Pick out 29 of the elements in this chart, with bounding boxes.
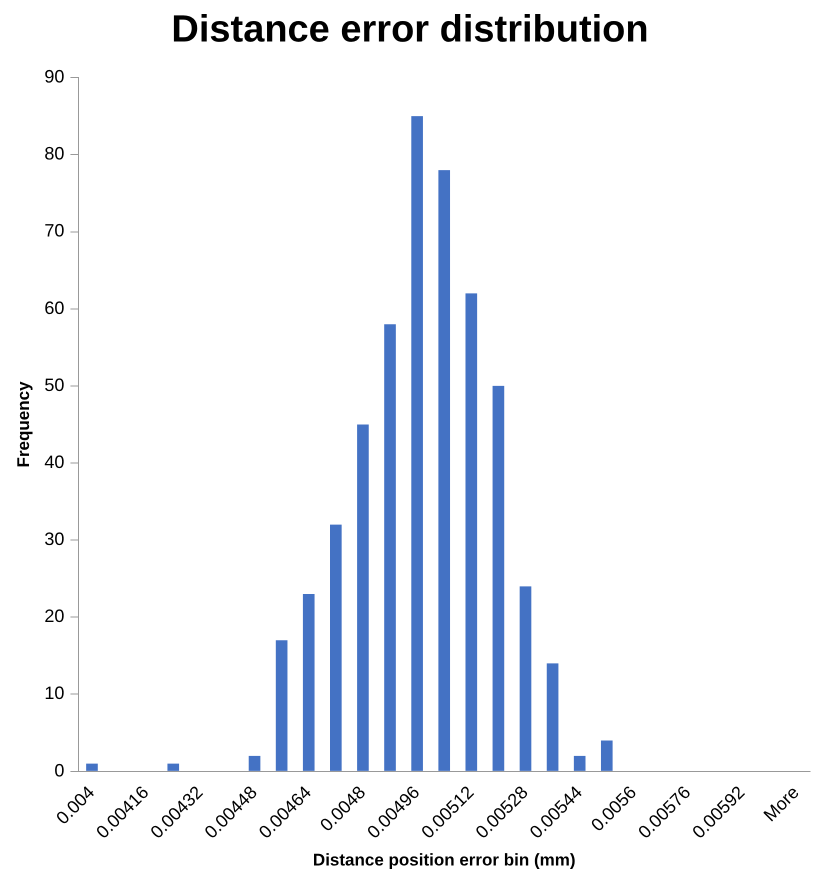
bar (330, 524, 342, 771)
bar (302, 594, 315, 771)
y-tick-label: 60 (44, 298, 64, 318)
bar (600, 740, 613, 771)
bar (546, 663, 558, 771)
x-axis-title: Distance position error bin (mm) (312, 850, 576, 870)
bar (438, 170, 450, 771)
y-axis-title: Frequency (14, 380, 33, 468)
y-tick-label: 30 (44, 529, 64, 550)
y-tick-label: 90 (44, 66, 64, 87)
y-tick-label: 20 (44, 606, 64, 626)
bar (574, 756, 586, 771)
y-tick-label: 80 (44, 144, 64, 164)
y-tick-label: 40 (44, 452, 64, 472)
bar (357, 424, 369, 771)
bar (86, 764, 98, 771)
bar (248, 756, 260, 771)
bar (167, 764, 180, 771)
bar (492, 386, 504, 771)
bar (465, 293, 478, 771)
y-tick-label: 0 (54, 760, 64, 780)
chart-title: Distance error distribution (171, 8, 649, 50)
bar (384, 324, 396, 771)
bar (411, 116, 423, 771)
y-tick-label: 10 (44, 683, 64, 704)
y-tick-label: 70 (44, 220, 64, 241)
bar (276, 640, 288, 771)
y-tick-label: 50 (44, 374, 64, 395)
bar (520, 586, 532, 771)
